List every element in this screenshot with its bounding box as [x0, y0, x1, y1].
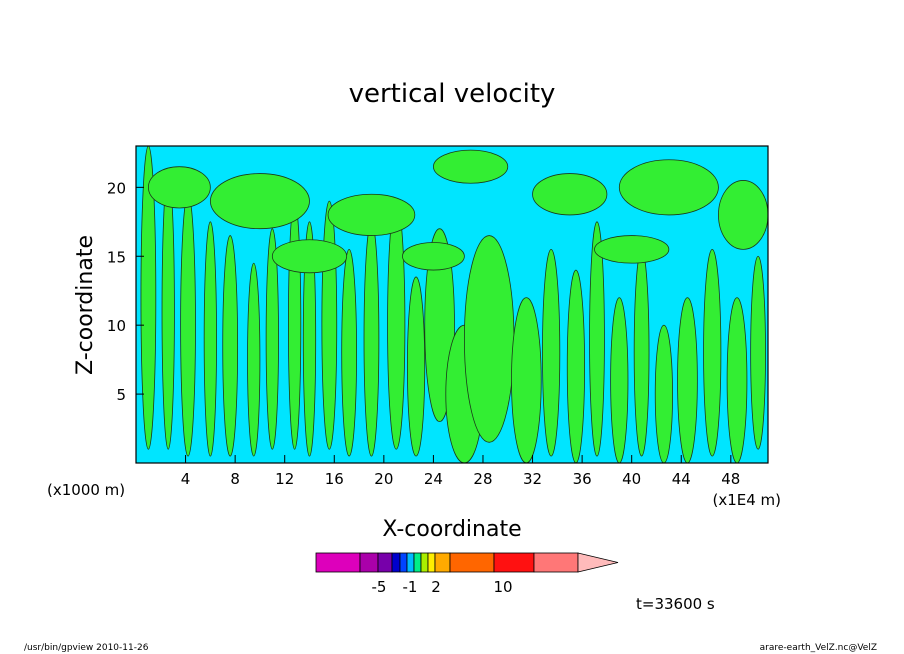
positive-region-4: [222, 235, 239, 457]
y-axis-label: Z-coordinate: [73, 235, 98, 375]
positive-region-27: [750, 255, 766, 450]
colorbar-label-0: -5: [372, 578, 387, 596]
positive-region-26: [726, 297, 748, 463]
positive-region-21: [610, 297, 629, 463]
positive-velocity-regions: [140, 146, 768, 463]
positive-region-34: [718, 180, 768, 250]
positive-region-18: [542, 248, 561, 457]
positive-region-24: [677, 297, 698, 463]
colorbar-segment-9: [434, 552, 451, 573]
positive-region-2: [180, 193, 196, 457]
positive-region-17: [511, 297, 542, 463]
footer-source: arare-earth_VelZ.nc@VelZ: [760, 643, 877, 653]
colorbar-segment-3: [391, 552, 401, 573]
positive-region-37: [594, 235, 670, 264]
colorbar-extension-arrow: [577, 552, 619, 573]
positive-region-6: [265, 228, 279, 450]
x-tick-label-8: 36: [573, 470, 592, 488]
positive-region-13: [406, 276, 426, 457]
positive-region-35: [271, 239, 348, 274]
positive-region-5: [247, 262, 261, 457]
plot-area: [136, 146, 768, 463]
colorbar-segment-1: [359, 552, 379, 573]
y-tick-label-2: 15: [107, 248, 126, 266]
positive-region-23: [654, 324, 673, 463]
positive-region-28: [147, 166, 211, 209]
x-tick-label-2: 12: [275, 470, 294, 488]
positive-region-31: [433, 149, 509, 184]
positive-region-7: [288, 200, 302, 450]
positive-region-30: [327, 193, 416, 236]
positive-region-19: [566, 269, 585, 463]
x-tick-label-1: 8: [230, 470, 240, 488]
colorbar-labels: -5 -1 2 10: [372, 578, 513, 596]
positive-region-16: [463, 235, 515, 443]
x-axis-ticks: 4 8 12 16 20 24 28 32 36 40 44 48: [181, 455, 740, 488]
colorbar-segment-12: [533, 552, 579, 573]
y-axis-ticks: 5 10 15 20: [107, 179, 144, 404]
positive-region-33: [618, 159, 719, 216]
positive-region-36: [402, 242, 465, 271]
colorbar-label-1: -1: [403, 578, 418, 596]
colorbar-segment-11: [493, 552, 535, 573]
footer-program: /usr/bin/gpview 2010-11-26: [24, 643, 149, 653]
x-axis-unit-right: (x1E4 m): [712, 491, 781, 509]
time-label: t=33600 s: [636, 595, 715, 613]
colorbar-segment-0: [315, 552, 361, 573]
positive-region-22: [633, 248, 650, 457]
x-tick-label-7: 32: [523, 470, 542, 488]
positive-region-9: [321, 200, 338, 450]
x-axis-unit-left: (x1000 m): [47, 481, 125, 499]
positive-region-1: [161, 173, 175, 450]
positive-region-29: [209, 173, 310, 230]
colorbar-label-2: 2: [431, 578, 441, 596]
y-tick-label-1: 10: [107, 317, 126, 335]
positive-region-3: [203, 221, 217, 457]
x-tick-label-9: 40: [622, 470, 641, 488]
plot-frame: [135, 145, 769, 464]
colorbar: [315, 552, 619, 573]
x-tick-label-11: 48: [721, 470, 740, 488]
colorbar-segment-2: [377, 552, 393, 573]
y-tick-label-3: 20: [107, 179, 126, 197]
positive-region-25: [703, 248, 722, 457]
positive-region-32: [532, 173, 608, 216]
colorbar-segment-5: [406, 552, 415, 573]
colorbar-segment-6: [413, 552, 422, 573]
y-tick-label-0: 5: [116, 386, 126, 404]
x-tick-label-10: 44: [672, 470, 691, 488]
colorbar-label-3: 10: [493, 578, 512, 596]
positive-region-8: [302, 221, 317, 457]
colorbar-segment-7: [420, 552, 429, 573]
x-tick-label-3: 16: [325, 470, 344, 488]
chart-title: vertical velocity: [349, 79, 556, 109]
colorbar-segment-10: [449, 552, 495, 573]
x-tick-label-0: 4: [181, 470, 191, 488]
x-tick-label-6: 28: [473, 470, 492, 488]
positive-region-11: [363, 221, 380, 457]
colorbar-segment-8: [427, 552, 436, 573]
positive-region-12: [387, 200, 406, 450]
x-tick-label-4: 20: [374, 470, 393, 488]
positive-region-10: [341, 248, 357, 457]
x-axis-label: X-coordinate: [382, 517, 521, 542]
positive-region-20: [589, 221, 605, 457]
colorbar-segment-4: [399, 552, 408, 573]
x-tick-label-5: 24: [424, 470, 443, 488]
